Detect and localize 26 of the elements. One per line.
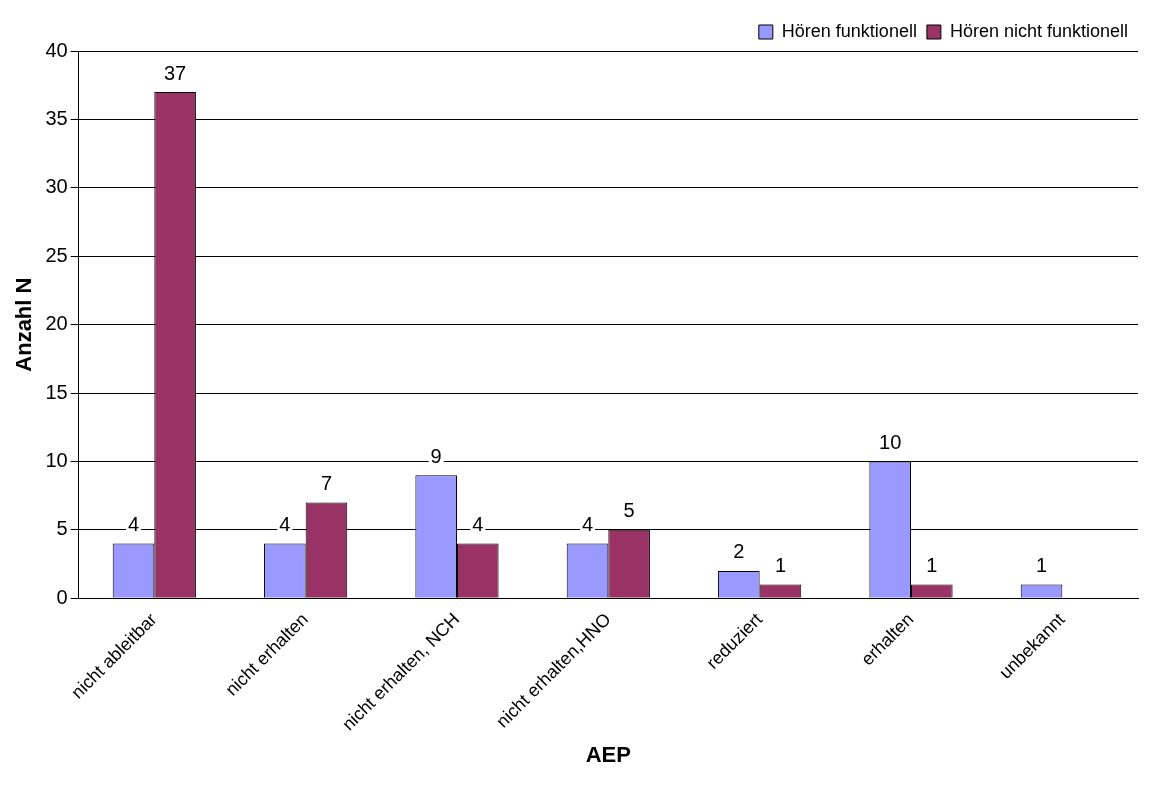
data-label: 1 (926, 554, 938, 577)
data-label: 7 (320, 472, 333, 495)
data-label: 10 (879, 430, 902, 453)
y-tick-label: 25 (45, 243, 68, 266)
data-label: 1 (774, 554, 787, 577)
data-label: 37 (164, 61, 187, 84)
data-label: 4 (472, 513, 484, 536)
y-tick-label: 40 (45, 38, 68, 61)
y-tick-label: 5 (56, 517, 68, 540)
y-tick-label: 20 (45, 312, 68, 335)
y-tick-label: 15 (45, 380, 68, 403)
y-axis-title: Anzahl N (11, 277, 37, 372)
data-label: 9 (430, 444, 442, 467)
data-label: 4 (581, 513, 594, 536)
y-tick-label: 0 (56, 585, 68, 608)
y-tick-label: 30 (45, 175, 68, 198)
y-tick-label: 10 (45, 448, 68, 471)
data-label: 4 (127, 513, 140, 536)
data-label: 1 (1035, 554, 1048, 577)
y-tick-label: 35 (45, 106, 68, 129)
data-label: 4 (279, 513, 291, 536)
legend-label: Hören funktionell (781, 20, 917, 41)
data-label: 5 (623, 499, 635, 522)
x-axis-title: AEP (585, 741, 631, 767)
data-label: 2 (733, 540, 745, 563)
legend-label: Hören nicht funktionell (949, 20, 1129, 41)
